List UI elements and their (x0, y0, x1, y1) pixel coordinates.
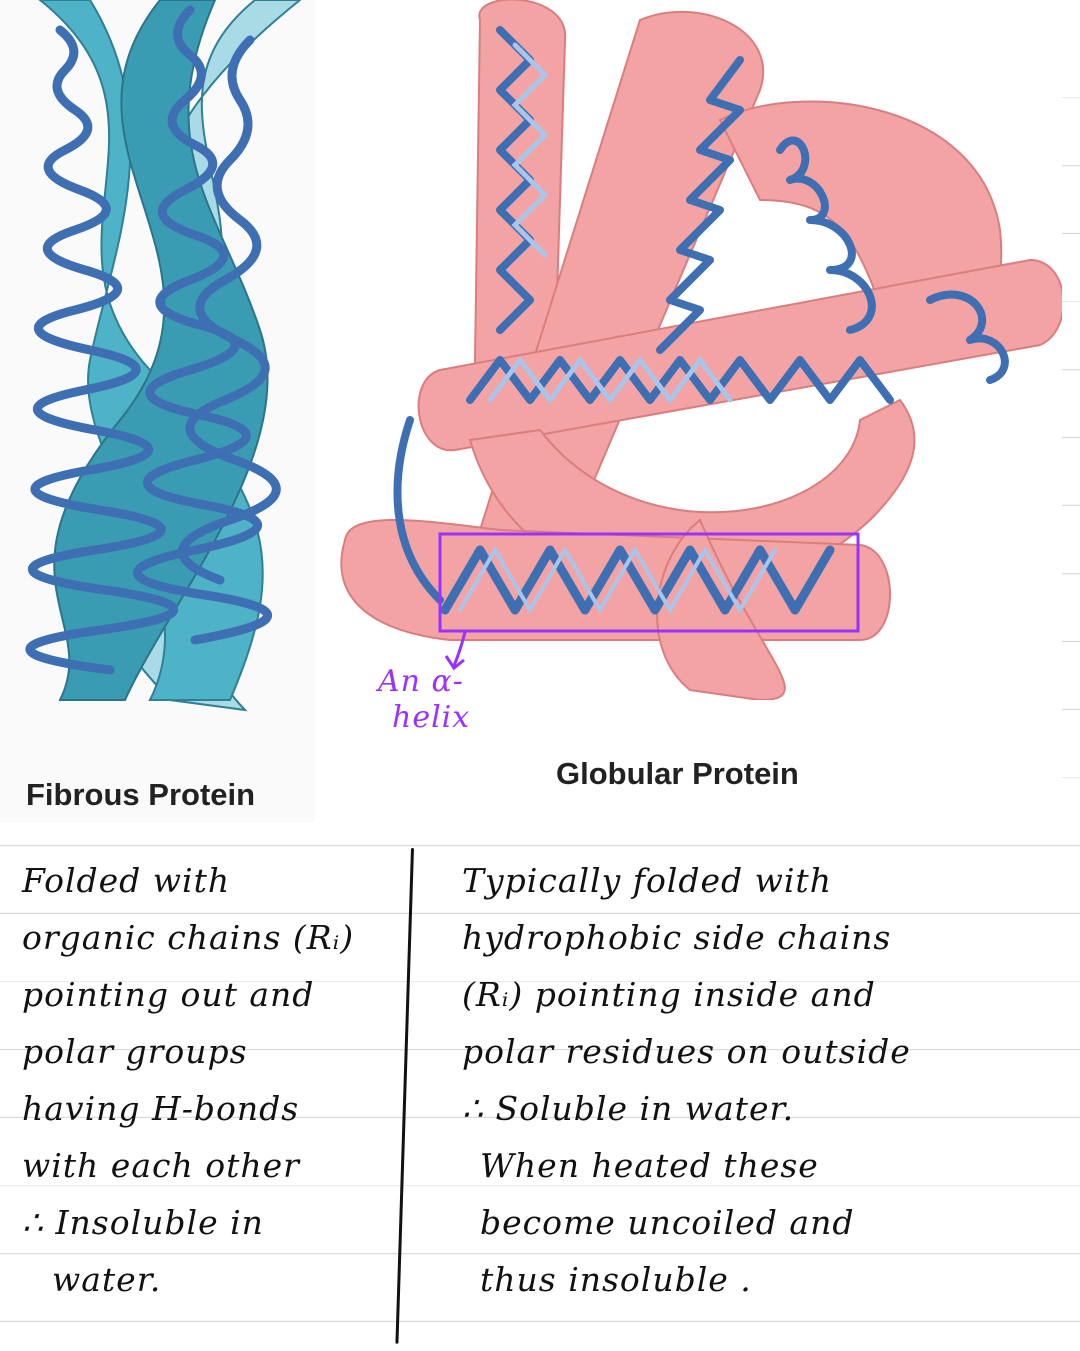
fibrous-note-line: organic chains (Rᵢ) (22, 918, 355, 957)
fibrous-note-line: pointing out and (22, 975, 315, 1014)
fibrous-note-line: polar groups (22, 1032, 248, 1071)
globular-note-line: Typically folded with (462, 861, 832, 900)
fibrous-note-line: ∴ Insoluble in (22, 1203, 264, 1242)
globular-notes: Typically folded with hydrophobic side c… (462, 852, 911, 1308)
globular-note-line: ∴ Soluble in water. (462, 1089, 795, 1128)
annotation-arrow (444, 631, 467, 671)
globular-note-line: polar residues on outside (462, 1032, 911, 1071)
globular-note-line: become uncoiled and (480, 1203, 855, 1242)
fibrous-caption: Fibrous Protein (26, 777, 256, 812)
fibrous-note-line: with each other (22, 1146, 300, 1185)
fibrous-protein-illustration (25, 0, 302, 712)
globular-note-line: hydrophobic side chains (462, 918, 892, 957)
globular-note-line: When heated these (480, 1146, 819, 1185)
fibrous-notes: Folded with organic chains (Rᵢ) pointing… (22, 852, 354, 1308)
globular-note-line: (Rᵢ) pointing inside and (462, 975, 876, 1014)
fibrous-note-line: having H-bonds (22, 1089, 300, 1128)
alpha-helix (440, 545, 835, 615)
fibrous-note-line: Folded with (22, 861, 231, 900)
alpha-helix-highlight-box (438, 532, 860, 633)
alpha-helix-annotation-line2: helix (392, 700, 471, 735)
protein-figure: Fibrous Protein Globular Protein An α- h… (25, 0, 1062, 812)
globular-protein-illustration (340, 0, 1062, 700)
globular-caption: Globular Protein (556, 756, 799, 791)
globular-note-line: thus insoluble . (480, 1260, 752, 1299)
fibrous-note-line: water. (52, 1260, 162, 1299)
alpha-helix-annotation-line1: An α- (378, 664, 464, 699)
